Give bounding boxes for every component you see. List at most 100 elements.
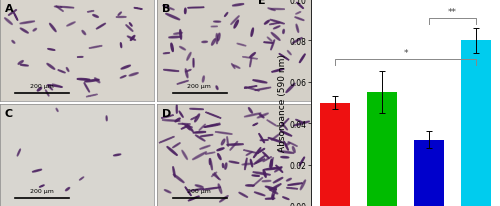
Ellipse shape <box>250 160 252 167</box>
Ellipse shape <box>253 172 270 175</box>
Ellipse shape <box>48 85 62 88</box>
Ellipse shape <box>264 21 270 25</box>
Ellipse shape <box>282 30 284 34</box>
Ellipse shape <box>202 77 204 83</box>
Ellipse shape <box>268 38 272 42</box>
Ellipse shape <box>268 138 283 143</box>
Ellipse shape <box>56 109 58 112</box>
Ellipse shape <box>286 188 298 189</box>
Ellipse shape <box>268 188 278 194</box>
Ellipse shape <box>288 183 302 185</box>
Ellipse shape <box>212 174 220 180</box>
Ellipse shape <box>126 26 133 32</box>
Ellipse shape <box>264 43 273 44</box>
Ellipse shape <box>270 20 284 25</box>
Ellipse shape <box>162 115 173 119</box>
Ellipse shape <box>217 148 224 151</box>
Ellipse shape <box>222 164 224 168</box>
Ellipse shape <box>284 142 288 151</box>
Ellipse shape <box>286 143 290 146</box>
Ellipse shape <box>270 159 272 169</box>
Y-axis label: Absorbance (590 nm): Absorbance (590 nm) <box>278 54 286 152</box>
Ellipse shape <box>172 143 180 148</box>
Ellipse shape <box>32 170 42 172</box>
Ellipse shape <box>258 149 264 153</box>
Ellipse shape <box>167 147 177 156</box>
Ellipse shape <box>288 142 298 147</box>
Ellipse shape <box>200 146 210 149</box>
Ellipse shape <box>270 9 284 11</box>
Ellipse shape <box>162 120 180 122</box>
Ellipse shape <box>188 8 204 9</box>
Text: *: * <box>404 49 408 58</box>
Ellipse shape <box>200 135 213 137</box>
Ellipse shape <box>20 65 28 67</box>
Ellipse shape <box>248 108 252 114</box>
Ellipse shape <box>159 137 174 143</box>
Text: **: ** <box>448 8 457 16</box>
Ellipse shape <box>40 185 44 187</box>
Ellipse shape <box>188 196 200 201</box>
Ellipse shape <box>4 19 12 25</box>
Ellipse shape <box>252 178 263 187</box>
Ellipse shape <box>224 13 228 17</box>
Ellipse shape <box>270 184 281 190</box>
Ellipse shape <box>164 53 170 54</box>
Ellipse shape <box>300 55 305 63</box>
Ellipse shape <box>264 167 282 170</box>
Bar <box>461 41 492 206</box>
Ellipse shape <box>292 38 302 44</box>
Ellipse shape <box>211 27 218 28</box>
Ellipse shape <box>116 17 126 18</box>
Ellipse shape <box>204 125 220 128</box>
Ellipse shape <box>296 3 304 9</box>
Ellipse shape <box>288 51 291 55</box>
Ellipse shape <box>242 163 252 165</box>
Ellipse shape <box>202 187 220 190</box>
Ellipse shape <box>234 21 238 29</box>
Ellipse shape <box>270 158 274 167</box>
Ellipse shape <box>258 114 268 118</box>
Text: E: E <box>258 0 266 6</box>
Ellipse shape <box>254 155 266 165</box>
Ellipse shape <box>272 195 274 200</box>
Ellipse shape <box>114 154 120 156</box>
Ellipse shape <box>266 186 276 190</box>
Ellipse shape <box>58 70 66 74</box>
Ellipse shape <box>255 159 265 164</box>
Ellipse shape <box>187 53 191 61</box>
Ellipse shape <box>237 44 246 47</box>
Ellipse shape <box>229 161 239 164</box>
Ellipse shape <box>282 123 288 130</box>
Ellipse shape <box>48 85 52 90</box>
Ellipse shape <box>212 40 216 46</box>
Ellipse shape <box>276 165 283 173</box>
Ellipse shape <box>259 134 264 143</box>
Ellipse shape <box>286 178 292 181</box>
Ellipse shape <box>296 13 300 15</box>
Ellipse shape <box>274 167 282 172</box>
Ellipse shape <box>212 172 216 177</box>
Ellipse shape <box>130 24 132 27</box>
Ellipse shape <box>12 41 15 44</box>
Ellipse shape <box>174 174 184 183</box>
Ellipse shape <box>67 23 75 27</box>
Ellipse shape <box>121 66 130 70</box>
Ellipse shape <box>185 187 191 196</box>
Ellipse shape <box>253 124 258 126</box>
Ellipse shape <box>230 17 239 25</box>
Ellipse shape <box>250 59 252 68</box>
Ellipse shape <box>190 189 204 191</box>
Ellipse shape <box>296 120 303 123</box>
Ellipse shape <box>281 157 289 158</box>
Ellipse shape <box>270 23 280 26</box>
Ellipse shape <box>60 7 74 9</box>
Ellipse shape <box>274 27 280 30</box>
Ellipse shape <box>204 124 220 128</box>
Ellipse shape <box>134 8 142 10</box>
Ellipse shape <box>182 151 188 160</box>
Ellipse shape <box>84 80 100 82</box>
Ellipse shape <box>263 157 272 162</box>
Ellipse shape <box>202 42 207 43</box>
Ellipse shape <box>190 109 203 110</box>
